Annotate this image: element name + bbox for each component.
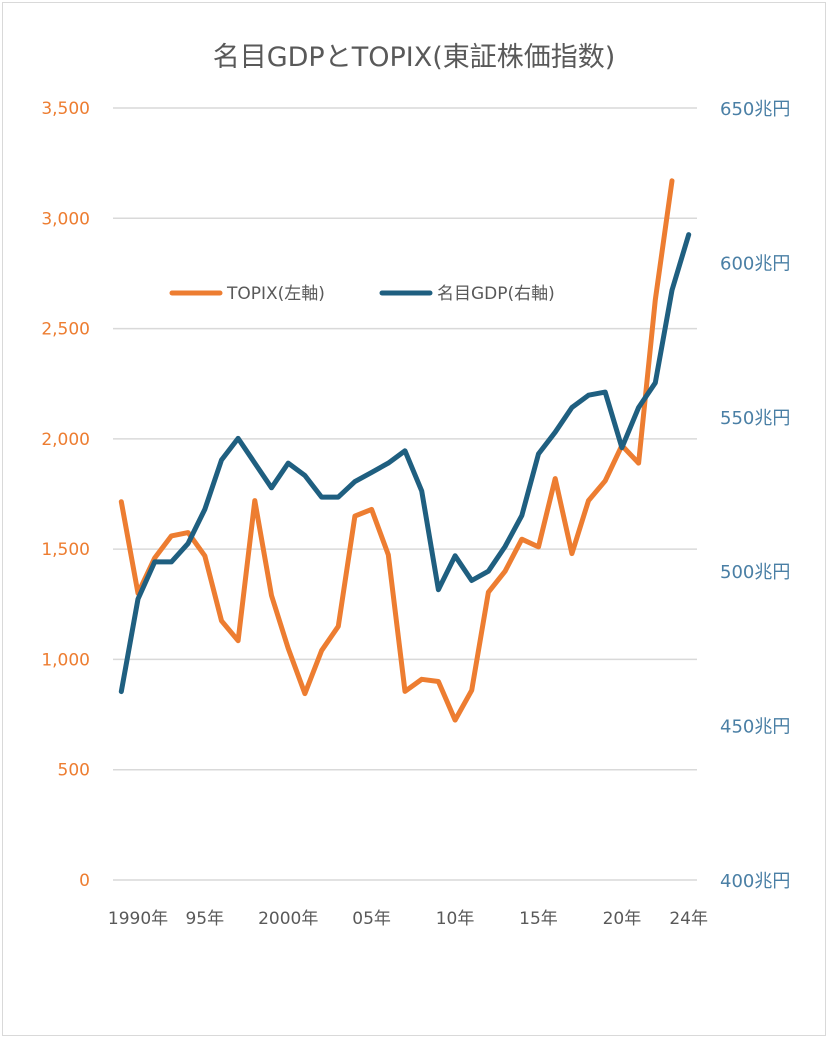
right-tick-label: 500兆円	[720, 562, 790, 583]
x-tick-label: 95年	[185, 909, 224, 929]
left-tick-label: 500	[58, 761, 90, 781]
topix-line	[118, 178, 675, 723]
right-tick-label: 450兆円	[720, 717, 790, 738]
right-tick-label: 650兆円	[720, 99, 790, 120]
x-tick-label: 05年	[352, 909, 391, 929]
x-tick-label: 20年	[603, 909, 642, 929]
legend: TOPIX(左軸) 名目GDP(右軸)	[169, 284, 555, 304]
left-axis: 0 500 1,000 1,500 2,000 2,500 3,000 3,500	[41, 99, 90, 891]
left-tick-label: 2,000	[41, 430, 90, 450]
legend-gdp-label: 名目GDP(右軸)	[437, 284, 555, 304]
right-axis: 400兆円 450兆円 500兆円 550兆円 600兆円 650兆円	[720, 99, 790, 892]
x-tick-label: 15年	[519, 909, 558, 929]
legend-topix-label: TOPIX(左軸)	[226, 284, 325, 304]
left-tick-label: 3,000	[41, 209, 90, 229]
left-tick-label: 0	[79, 871, 90, 891]
right-tick-label: 550兆円	[720, 408, 790, 429]
left-tick-label: 2,500	[41, 320, 90, 340]
x-tick-label: 1990年	[108, 909, 168, 929]
left-tick-label: 3,500	[41, 99, 90, 119]
right-tick-label: 600兆円	[720, 253, 790, 274]
gdp-line	[118, 232, 692, 695]
x-tick-label: 2000年	[258, 909, 318, 929]
x-tick-label: 24年	[669, 909, 708, 929]
left-tick-label: 1,500	[41, 540, 90, 560]
series-group	[118, 178, 692, 723]
x-tick-label: 10年	[436, 909, 475, 929]
right-tick-label: 400兆円	[720, 871, 790, 892]
chart-title: 名目GDPとTOPIX(東証株価指数)	[213, 42, 616, 73]
grid-lines	[113, 107, 697, 881]
x-axis: 1990年 95年 2000年 05年 10年 15年 20年 24年	[108, 909, 708, 929]
left-tick-label: 1,000	[41, 650, 90, 670]
